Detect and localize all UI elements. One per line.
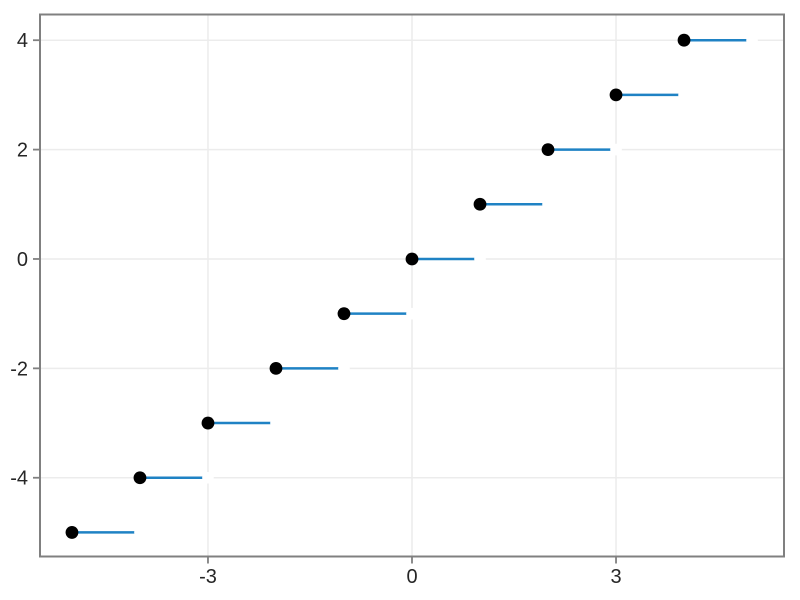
axis-frame	[39, 13, 785, 558]
open-endpoint-marker	[474, 253, 486, 265]
open-endpoint-marker	[134, 526, 146, 539]
open-endpoint-marker	[406, 307, 418, 320]
open-endpoint-marker	[610, 143, 622, 156]
y-tick-label: 2	[17, 140, 28, 162]
y-tick-label: 0	[17, 249, 28, 271]
x-tick-label: 3	[610, 566, 621, 588]
open-endpoint-marker	[542, 198, 554, 211]
closed-endpoint-marker	[337, 307, 351, 321]
closed-endpoint-marker	[473, 197, 487, 211]
open-endpoint-marker	[202, 471, 214, 484]
open-endpoint-marker	[338, 362, 350, 375]
y-tick-label: -2	[10, 358, 28, 380]
open-endpoint-marker	[270, 417, 282, 429]
closed-endpoint-marker	[677, 33, 691, 47]
closed-endpoint-marker	[133, 471, 147, 485]
closed-endpoint-marker	[65, 526, 79, 539]
open-endpoint-marker	[746, 34, 758, 47]
closed-endpoint-marker	[541, 143, 555, 156]
x-tick-label: 0	[406, 566, 417, 588]
open-endpoint-marker	[678, 89, 690, 101]
y-tick-label: -4	[10, 468, 28, 490]
y-tick-label: 4	[17, 30, 28, 52]
x-tick-label: -3	[199, 566, 217, 588]
closed-endpoint-marker	[609, 88, 623, 102]
closed-endpoint-marker	[269, 361, 283, 375]
closed-endpoint-marker	[405, 252, 419, 266]
closed-endpoint-marker	[201, 416, 215, 430]
